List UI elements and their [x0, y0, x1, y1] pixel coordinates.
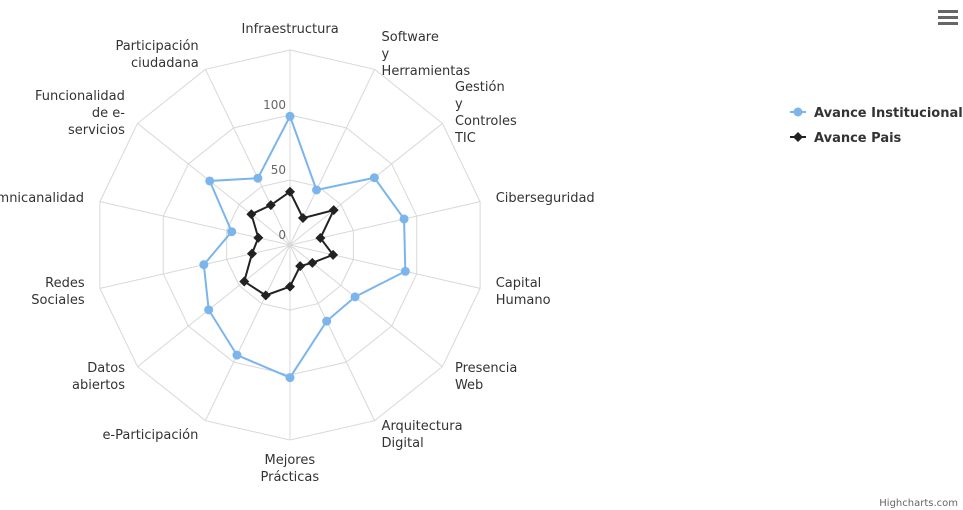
legend-item[interactable]: Avance Pais [790, 131, 902, 146]
spoke [289, 244, 443, 367]
menu-button[interactable] [938, 10, 958, 25]
marker [350, 292, 360, 302]
marker [369, 173, 379, 183]
spoke [137, 123, 291, 246]
marker [399, 214, 409, 224]
legend-symbol [793, 107, 803, 117]
marker [322, 316, 332, 326]
legend-label: Avance Pais [814, 131, 902, 146]
spoke [137, 244, 291, 367]
marker [253, 232, 264, 243]
category-label: e-Participación [102, 427, 199, 443]
marker [315, 233, 326, 244]
category-label: Software y Herramientas [381, 30, 471, 80]
marker [328, 205, 339, 216]
spoke [204, 69, 291, 246]
legend-symbol [793, 132, 803, 142]
category-label: Funcionalidad de e- servicios [35, 88, 125, 138]
credits[interactable]: Highcharts.com [879, 498, 958, 509]
legend-item[interactable]: Avance Institucional [790, 106, 963, 121]
legend-label: Avance Institucional [814, 106, 963, 121]
category-label: Presencia Web [454, 360, 518, 393]
category-label: Datos abiertos [72, 360, 126, 393]
marker [285, 111, 295, 121]
spoke [289, 244, 481, 289]
marker [246, 248, 257, 259]
marker [232, 350, 242, 360]
category-label: Gestión y Controles TIC [454, 80, 517, 147]
marker [246, 209, 257, 220]
marker [285, 373, 295, 383]
marker [307, 257, 318, 268]
marker [253, 173, 263, 183]
marker [199, 260, 209, 270]
spoke [289, 123, 443, 246]
marker [260, 290, 271, 301]
marker [297, 213, 308, 224]
marker [328, 249, 339, 260]
y-tick-label: 50 [271, 163, 286, 177]
menu-bar [938, 10, 958, 13]
marker [285, 281, 295, 292]
category-label: Participación ciudadana [115, 38, 199, 71]
category-label: Ciberseguridad [495, 190, 595, 206]
marker [265, 200, 276, 211]
marker [204, 305, 214, 315]
marker [205, 176, 215, 186]
marker [295, 261, 306, 272]
marker [312, 185, 322, 195]
category-label: Arquitectura Digital [381, 419, 463, 452]
spoke [289, 244, 376, 421]
y-tick-label: 0 [278, 228, 286, 242]
marker [285, 186, 295, 197]
menu-bar [938, 16, 958, 19]
spoke [99, 244, 291, 289]
series-line [202, 113, 407, 379]
category-label: Omnicanalidad [0, 190, 85, 206]
category-label: Infraestructura [241, 22, 339, 37]
category-label: Mejores Prácticas [260, 453, 320, 485]
marker [239, 276, 250, 287]
category-label: Redes Sociales [31, 275, 85, 308]
marker [400, 266, 410, 276]
menu-bar [938, 22, 958, 25]
category-label: Capital Humano [495, 275, 551, 308]
marker [227, 227, 237, 237]
y-tick-label: 100 [263, 98, 286, 112]
spoke [204, 244, 291, 421]
